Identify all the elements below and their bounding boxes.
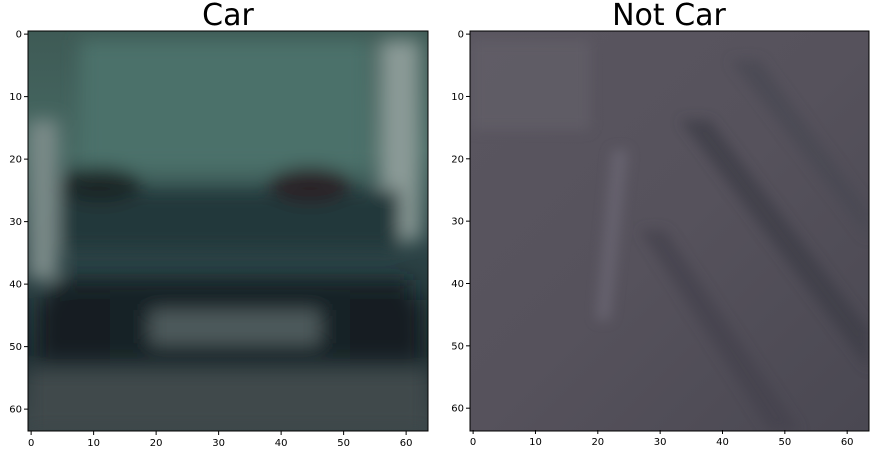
- y-tick-label: 50: [451, 341, 464, 352]
- x-tick-label: 40: [275, 438, 288, 449]
- x-tick-label: 60: [841, 437, 854, 448]
- not-car-axes-frame: [469, 30, 870, 432]
- car-axis-ticks: 0 10 20 30 40 50 60 0 10 20 30 40 50 60: [9, 30, 412, 449]
- x-tick-label: 20: [591, 437, 604, 448]
- x-tick-label: 30: [212, 438, 225, 449]
- x-tick-label: 0: [28, 438, 34, 449]
- x-tick-label: 10: [87, 438, 100, 449]
- x-tick-label: 40: [716, 437, 729, 448]
- y-tick-label: 20: [451, 154, 464, 165]
- y-tick-label: 50: [9, 342, 22, 353]
- car-axes-frame: [27, 30, 429, 432]
- car-title: Car: [202, 0, 254, 33]
- x-tick-label: 10: [529, 437, 542, 448]
- y-tick-label: 40: [9, 280, 22, 291]
- not-car-title: Not Car: [612, 0, 726, 33]
- y-tick-label: 0: [16, 30, 22, 41]
- y-tick-label: 10: [451, 92, 464, 103]
- y-tick-label: 30: [9, 217, 22, 228]
- y-tick-label: 10: [9, 92, 22, 103]
- x-tick-label: 50: [337, 438, 350, 449]
- y-tick-label: 0: [458, 30, 464, 41]
- y-tick-label: 60: [9, 405, 22, 416]
- x-tick-label: 50: [778, 437, 791, 448]
- y-tick-label: 20: [9, 155, 22, 166]
- not-car-axis-ticks: 0 10 20 30 40 50 60 0 10 20 30 40 50 60: [451, 30, 853, 448]
- x-tick-label: 30: [654, 437, 667, 448]
- y-tick-label: 60: [451, 404, 464, 415]
- x-tick-label: 60: [400, 438, 413, 449]
- x-tick-label: 0: [470, 437, 476, 448]
- x-tick-label: 20: [150, 438, 163, 449]
- y-tick-label: 40: [451, 279, 464, 290]
- car-image: [28, 31, 428, 431]
- y-tick-label: 30: [451, 217, 464, 228]
- not-car-image: [470, 31, 869, 431]
